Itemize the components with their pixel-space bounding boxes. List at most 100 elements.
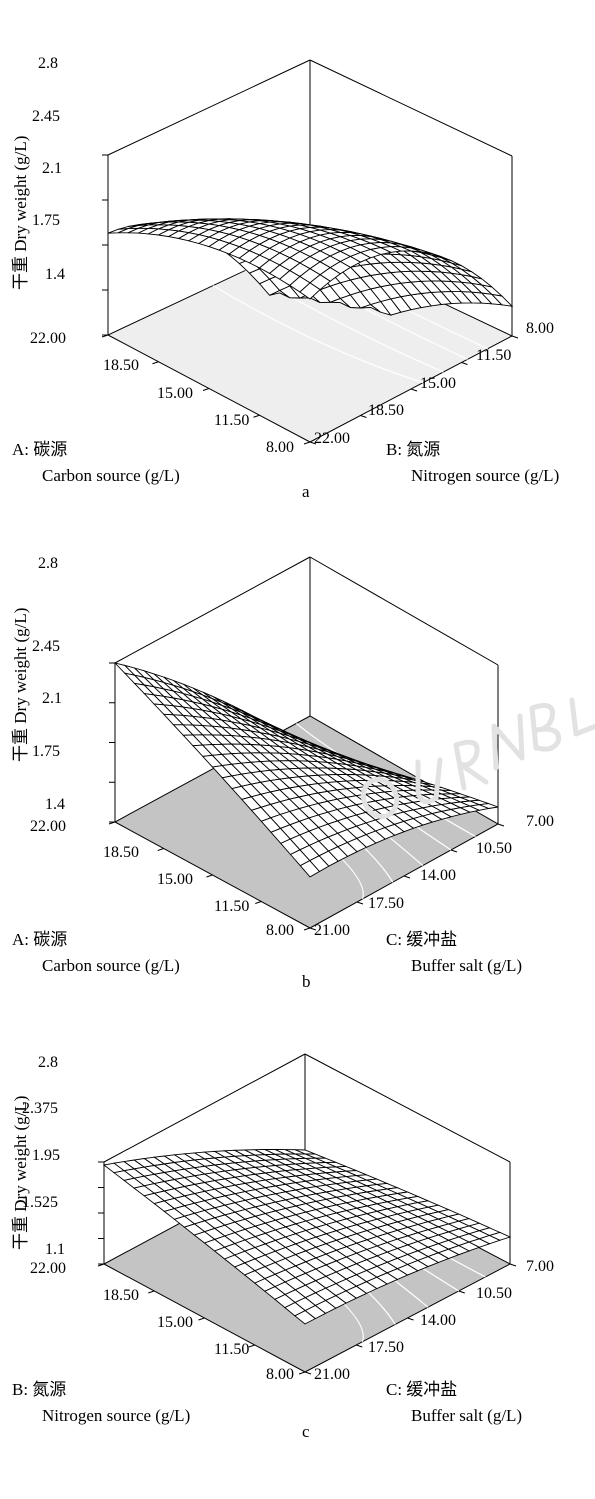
x-tick: 18.50	[103, 1287, 139, 1304]
y-tick: 17.50	[368, 895, 404, 912]
x-tick-mark	[157, 848, 164, 851]
y-tick-mark	[461, 362, 468, 365]
response-surface	[107, 218, 514, 316]
y-tick: 18.50	[368, 402, 404, 419]
surface-plot-a-svg	[101, 59, 519, 445]
y-tick: 14.00	[420, 1312, 456, 1329]
z-tick: 2.8	[38, 55, 58, 72]
y-tick-mark	[403, 875, 411, 879]
contour-line	[212, 285, 424, 384]
x-axis-label-cn: A: 碳源	[12, 930, 68, 949]
x-tick-mark	[303, 441, 311, 445]
y-tick: 10.50	[476, 1285, 512, 1302]
box-edge	[114, 556, 311, 664]
x-tick: 18.50	[103, 357, 139, 374]
x-tick: 8.00	[266, 922, 294, 939]
x-tick-mark	[108, 821, 116, 825]
y-tick: 7.00	[526, 813, 554, 830]
x-axis-label-en: Nitrogen source (g/L)	[42, 1406, 191, 1425]
surface-cell	[294, 1310, 317, 1325]
x-axis-label-cn: B: 氮源	[12, 1380, 67, 1399]
x-tick: 8.00	[266, 439, 294, 456]
panel-caption: c	[302, 1422, 310, 1441]
z-tick: 1.4	[45, 266, 65, 283]
z-axis-label: 干重 Dry weight (g/L)	[11, 135, 30, 290]
surface-plot-b: 干重 Dry weight (g/L) 2.8 2.45 2.1 1.75 1.…	[0, 502, 595, 997]
x-tick-mark	[198, 1317, 205, 1321]
y-tick-mark	[304, 1371, 312, 1375]
y-tick: 10.50	[476, 840, 512, 857]
surface-plot-b-svg	[108, 556, 505, 931]
y-axis-label-en: Nitrogen source (g/L)	[411, 466, 560, 485]
y-tick-mark	[511, 335, 519, 339]
y-tick-mark	[309, 927, 317, 931]
y-tick: 11.50	[476, 347, 512, 364]
x-tick-mark	[206, 874, 213, 878]
y-tick-mark	[450, 849, 458, 853]
x-tick: 22.00	[30, 1260, 66, 1277]
y-tick-mark	[407, 1317, 414, 1321]
z-tick: 1.4	[45, 796, 65, 813]
x-tick-mark	[255, 901, 262, 904]
z-tick: 1.525	[22, 1194, 58, 1211]
y-tick: 8.00	[526, 320, 554, 337]
y-tick: 14.00	[420, 867, 456, 884]
y-tick-mark	[360, 415, 367, 418]
surface-plot-c: 干重 Dry weight (g/L) 2.8 2.375 1.95 1.525…	[0, 1004, 595, 1499]
x-tick-mark	[152, 361, 159, 365]
x-tick-mark	[148, 1290, 155, 1294]
x-tick-mark	[101, 334, 109, 338]
z-tick: 2.8	[38, 555, 58, 572]
z-tick: 2.8	[38, 1054, 58, 1071]
z-tick: 2.375	[22, 1100, 58, 1117]
x-tick: 11.50	[214, 412, 250, 429]
y-tick-mark	[509, 1263, 517, 1267]
x-axis-label-cn: A: 碳源	[12, 440, 68, 459]
y-tick: 15.00	[420, 375, 456, 392]
box-edge	[309, 556, 499, 666]
z-tick: 2.45	[32, 638, 60, 655]
x-tick: 15.00	[157, 871, 193, 888]
y-tick-mark	[497, 823, 505, 827]
x-tick-mark	[202, 388, 210, 391]
box-edge	[107, 59, 311, 156]
z-tick: 2.1	[42, 690, 62, 707]
z-tick: 1.1	[45, 1241, 65, 1258]
x-tick-mark	[253, 414, 260, 418]
box-edge	[309, 59, 513, 157]
box-edge	[304, 1053, 511, 1163]
z-tick: 2.45	[32, 108, 60, 125]
x-tick: 18.50	[103, 844, 139, 861]
x-tick-mark	[97, 1263, 105, 1267]
y-tick: 17.50	[368, 1339, 404, 1356]
surface-cell	[299, 860, 321, 878]
y-tick: 21.00	[314, 1366, 350, 1383]
z-tick: 1.75	[32, 743, 60, 760]
x-axis-label-en: Carbon source (g/L)	[42, 956, 180, 975]
y-axis-label-cn: C: 缓冲盐	[386, 1380, 458, 1399]
surface-cell	[299, 282, 321, 300]
box-edge	[103, 1053, 306, 1163]
x-tick: 22.00	[30, 330, 66, 347]
y-axis-label-cn: C: 缓冲盐	[386, 930, 458, 949]
x-tick: 8.00	[266, 1366, 294, 1383]
x-axis-label-en: Carbon source (g/L)	[42, 466, 180, 485]
x-tick: 11.50	[214, 898, 250, 915]
surface-plot-c-svg	[97, 1053, 517, 1375]
y-tick-mark	[309, 441, 317, 445]
z-axis-label: 干重 Dry weight (g/L)	[11, 607, 30, 762]
x-tick: 22.00	[30, 818, 66, 835]
panel-caption: b	[302, 972, 311, 991]
z-tick: 1.75	[32, 212, 60, 229]
x-tick: 15.00	[157, 1314, 193, 1331]
y-tick-mark	[356, 901, 364, 905]
y-tick-mark	[356, 1344, 363, 1348]
x-tick-mark	[303, 927, 311, 931]
response-surface	[102, 1149, 512, 1325]
y-axis-label-cn: B: 氮源	[386, 440, 441, 459]
y-tick: 22.00	[314, 430, 350, 447]
y-axis-label-en: Buffer salt (g/L)	[411, 1406, 523, 1425]
y-tick-mark	[410, 388, 418, 392]
y-axis-label-en: Buffer salt (g/L)	[411, 956, 523, 975]
panel-caption: a	[302, 482, 310, 501]
